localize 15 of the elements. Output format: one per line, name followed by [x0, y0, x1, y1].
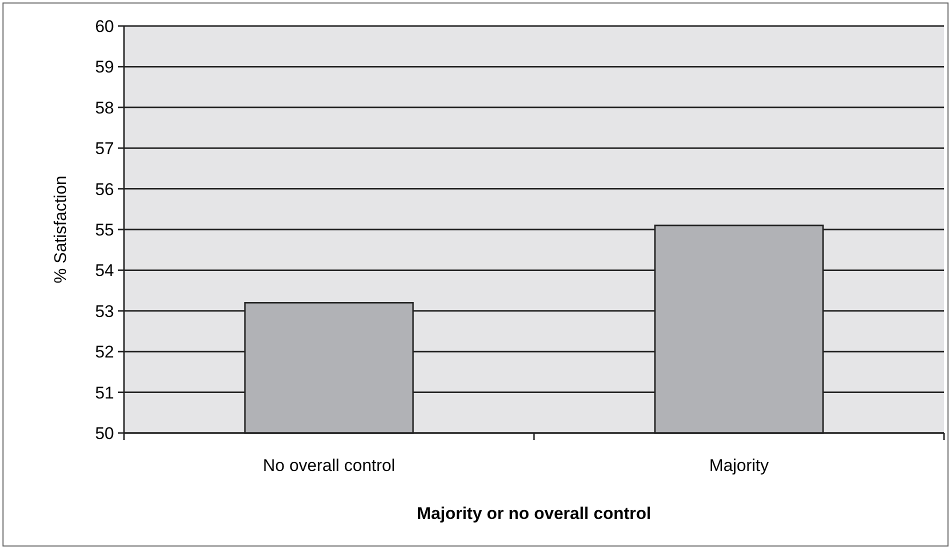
y-tick-label: 57 — [95, 139, 114, 158]
y-tick-label: 60 — [95, 16, 114, 36]
x-tick-label: No overall control — [262, 456, 396, 475]
y-tick-label: 55 — [95, 220, 114, 240]
x-axis-title: Majority or no overall control — [416, 504, 652, 523]
y-tick-label: 58 — [95, 98, 114, 118]
y-tick-label: 52 — [95, 342, 114, 362]
y-tick-label: 56 — [95, 180, 114, 199]
y-axis-title: % Satisfaction — [51, 176, 70, 284]
y-tick-label: 50 — [95, 424, 114, 443]
x-tick-label: Majority — [709, 456, 770, 475]
y-tick-label: 53 — [95, 302, 114, 321]
y-tick-label: 51 — [95, 383, 114, 402]
y-tick-label: 54 — [95, 261, 114, 280]
y-tick-label: 59 — [95, 58, 114, 77]
